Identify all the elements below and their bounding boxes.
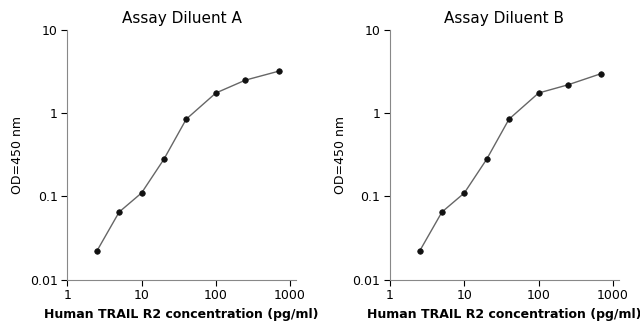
Y-axis label: OD=450 nm: OD=450 nm <box>11 116 24 194</box>
Title: Assay Diluent B: Assay Diluent B <box>444 11 564 26</box>
Title: Assay Diluent A: Assay Diluent A <box>122 11 241 26</box>
Y-axis label: OD=450 nm: OD=450 nm <box>334 116 347 194</box>
X-axis label: Human TRAIL R2 concentration (pg/ml): Human TRAIL R2 concentration (pg/ml) <box>44 308 319 321</box>
X-axis label: Human TRAIL R2 concentration (pg/ml): Human TRAIL R2 concentration (pg/ml) <box>367 308 640 321</box>
